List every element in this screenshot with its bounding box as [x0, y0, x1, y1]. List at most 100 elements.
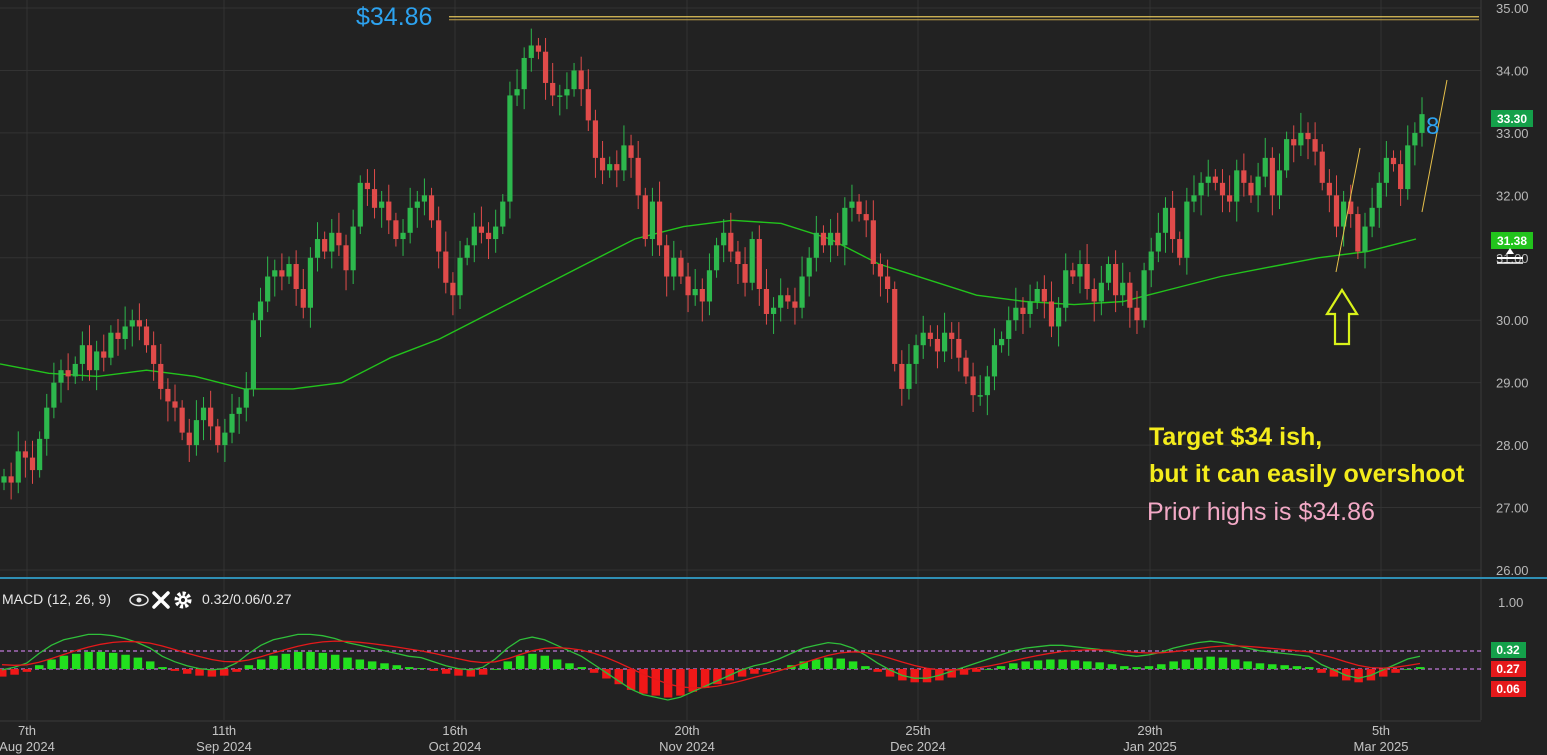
macd-bar — [1021, 661, 1030, 669]
candle — [1127, 272, 1133, 328]
macd-bar — [503, 661, 513, 669]
candle — [1362, 212, 1368, 269]
price-scale-handle-icon[interactable] — [1497, 248, 1523, 264]
candle — [956, 322, 962, 372]
candle — [450, 272, 456, 316]
candle — [699, 278, 705, 322]
candle — [535, 37, 542, 60]
candle — [1162, 197, 1169, 253]
candle — [1020, 297, 1026, 334]
candle — [1048, 281, 1055, 338]
macd-bar — [269, 655, 278, 669]
candle — [1227, 175, 1233, 213]
macd-bar — [47, 659, 56, 669]
macd-bar — [1342, 669, 1351, 681]
candle — [300, 269, 306, 319]
candle — [507, 81, 513, 219]
candle — [1006, 306, 1012, 356]
candle — [436, 206, 442, 269]
candle — [29, 440, 36, 484]
candle — [1198, 172, 1204, 216]
candle — [1355, 206, 1361, 260]
candle — [1077, 250, 1083, 294]
macd-bar — [1317, 669, 1326, 673]
current-price-tag: 33.30 — [1491, 110, 1533, 127]
macd-bar — [922, 669, 932, 683]
candle — [742, 247, 748, 297]
macd-bar — [737, 669, 747, 677]
macd-bar — [910, 669, 919, 683]
time-tick-day: 5th — [1372, 723, 1390, 738]
macd-tick: 1.00 — [1498, 595, 1523, 610]
candle — [842, 197, 848, 266]
macd-bar — [1157, 664, 1166, 669]
time-tick-month: Aug 2024 — [0, 739, 55, 754]
macd-bar — [984, 669, 993, 670]
candle — [72, 356, 78, 384]
candle — [835, 212, 841, 256]
candle — [15, 431, 21, 494]
candle — [856, 194, 862, 222]
candle — [172, 384, 178, 422]
candle — [792, 287, 798, 325]
signal-value-tag: 0.27 — [1491, 661, 1526, 677]
macd-title: MACD (12, 26, 9) — [2, 591, 111, 607]
candle — [94, 340, 100, 391]
candle — [79, 331, 85, 381]
gear-icon[interactable] — [174, 591, 192, 609]
eye-icon[interactable] — [129, 593, 149, 607]
candle — [478, 206, 485, 244]
candle — [827, 219, 834, 263]
candle — [1341, 190, 1347, 247]
macd-bar — [281, 653, 291, 669]
candle — [200, 397, 207, 441]
macd-bar — [441, 669, 451, 674]
macd-bar — [811, 659, 821, 669]
hist-value-tag: 0.06 — [1491, 681, 1526, 697]
candle — [1390, 150, 1397, 172]
macd-bar — [96, 651, 106, 669]
close-icon[interactable] — [152, 591, 170, 609]
macd-bar — [651, 669, 661, 696]
candle — [592, 109, 599, 178]
macd-bar — [861, 666, 870, 669]
candle — [464, 237, 470, 266]
ma-value-tag: 31.38 — [1491, 232, 1533, 249]
candle — [236, 397, 242, 434]
candle — [778, 278, 784, 322]
macd-bar — [873, 669, 882, 672]
candle — [307, 247, 314, 328]
macd-bar — [10, 669, 19, 675]
candle — [22, 440, 28, 478]
macd-bar — [700, 669, 710, 688]
macd-bar — [972, 669, 981, 672]
price-axis: 35.0034.0033.0032.0031.0030.0029.0028.00… — [1496, 1, 1529, 578]
macd-bar — [1046, 659, 1055, 669]
svg-text:33.30: 33.30 — [1497, 112, 1527, 126]
macd-header: MACD (12, 26, 9) 0.32/0.06/0.27 — [2, 591, 292, 609]
candle — [899, 350, 905, 406]
candle — [343, 234, 349, 291]
candle — [678, 250, 684, 285]
candle — [877, 253, 884, 297]
macd-bar — [762, 669, 771, 672]
candle — [1419, 97, 1425, 147]
annotation-prior-highs: Prior highs is $34.86 — [1147, 498, 1375, 526]
candle — [870, 200, 876, 275]
macd-bar — [824, 657, 833, 669]
candle — [322, 231, 328, 260]
candle — [86, 325, 93, 381]
macd-bar — [848, 661, 858, 669]
macd-bar — [602, 669, 611, 679]
macd-value-tag: 0.32 — [1491, 642, 1526, 658]
candle — [386, 184, 392, 235]
candle — [1241, 153, 1247, 197]
candle — [101, 334, 107, 372]
candle — [393, 212, 399, 247]
candle — [165, 378, 171, 422]
candle — [1134, 290, 1140, 334]
macd-bar — [207, 669, 217, 677]
time-tick-month: Mar 2025 — [1354, 739, 1409, 754]
